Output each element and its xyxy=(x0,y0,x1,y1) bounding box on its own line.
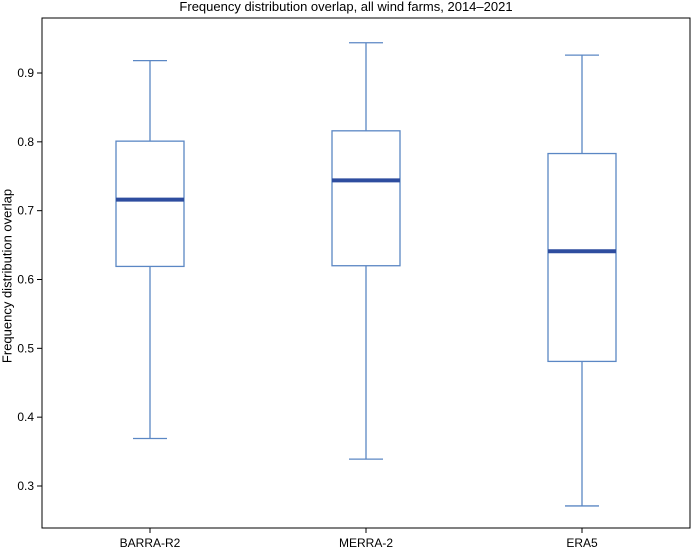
x-tick-label: ERA5 xyxy=(566,536,598,549)
y-tick-label: 0.6 xyxy=(17,273,34,287)
chart-title: Frequency distribution overlap, all wind… xyxy=(179,0,513,14)
y-tick-label: 0.5 xyxy=(17,341,34,355)
box-era5 xyxy=(547,54,617,507)
y-axis: 0.3 0.4 0.5 0.6 0.7 0.8 0.9 xyxy=(17,66,42,493)
iqr-box xyxy=(331,130,401,267)
iqr-box xyxy=(547,152,617,363)
y-tick-label: 0.7 xyxy=(17,204,34,218)
iqr-box xyxy=(115,140,185,268)
y-tick-label: 0.9 xyxy=(17,66,34,80)
y-tick-label: 0.3 xyxy=(17,479,34,493)
y-tick-label: 0.8 xyxy=(17,135,34,149)
x-tick-label: BARRA-R2 xyxy=(120,536,181,549)
box-barra-r2 xyxy=(115,59,185,440)
box-merra-2 xyxy=(331,42,401,460)
y-tick-label: 0.4 xyxy=(17,410,34,424)
x-axis: BARRA-R2 MERRA-2 ERA5 xyxy=(120,528,598,549)
boxes xyxy=(115,42,617,507)
x-tick-label: MERRA-2 xyxy=(339,536,393,549)
